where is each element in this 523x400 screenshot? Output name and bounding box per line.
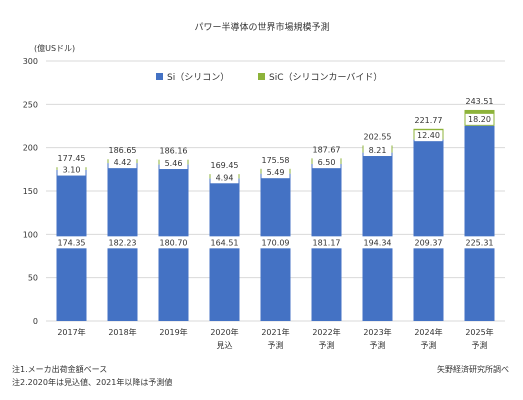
data-label-bg xyxy=(205,236,244,249)
data-label-total: 202.55 xyxy=(364,132,392,141)
chart-title: パワー半導体の世界市場規模予測 xyxy=(194,21,329,33)
data-label-bg xyxy=(103,236,142,249)
note-1: 注1.メーカ出荷金額ベース xyxy=(12,365,108,374)
y-tick-label: 200 xyxy=(23,144,38,153)
y-tick-label: 50 xyxy=(28,274,38,283)
x-tick-label: 2023年 xyxy=(363,327,391,337)
bar-si xyxy=(464,125,495,322)
data-label-si: 181.17 xyxy=(313,238,341,247)
data-label-sic: 5.46 xyxy=(165,159,183,168)
data-label-bg xyxy=(52,236,91,249)
x-tick-sublabel: 予測 xyxy=(319,340,335,350)
data-label-si: 164.51 xyxy=(211,238,239,247)
data-label-bg xyxy=(460,236,499,249)
data-label-si: 225.31 xyxy=(466,238,494,247)
x-tick-label: 2022年 xyxy=(312,327,340,337)
data-label-sic: 12.40 xyxy=(417,131,440,140)
x-tick-label: 2017年 xyxy=(57,327,85,337)
data-label-total: 169.45 xyxy=(211,161,239,170)
y-tick-label: 100 xyxy=(23,230,38,239)
data-label-total: 186.65 xyxy=(109,146,137,155)
y-tick-labels: 0 50 100 150 200 250 300 xyxy=(23,57,38,326)
y-axis-label: (億USドル) xyxy=(34,43,75,53)
legend-swatch-si xyxy=(156,73,163,80)
data-label-total: 187.67 xyxy=(313,145,341,154)
legend: Si（シリコン） SiC（シリコンカーバイド） xyxy=(156,72,382,83)
data-label-si: 194.34 xyxy=(364,238,392,247)
y-tick-label: 250 xyxy=(23,100,38,109)
x-tick-sublabel: 予測 xyxy=(421,340,437,350)
source-credit: 矢野経済研究所調べ xyxy=(437,365,509,374)
data-label-bg xyxy=(358,236,397,249)
data-label-bg xyxy=(210,172,239,184)
data-label-bg xyxy=(307,236,346,249)
data-label-bg xyxy=(154,236,193,249)
data-label-sic: 4.94 xyxy=(216,173,234,182)
bars: 174.35 3.10 177.45 182.23 4.42 186.65 180.70 5.… xyxy=(52,97,499,322)
data-label-bg xyxy=(261,167,290,179)
data-label-sic: 6.50 xyxy=(318,158,336,167)
x-tick-label: 2024年 xyxy=(414,327,442,337)
data-label-total: 177.45 xyxy=(58,154,86,163)
data-label-bg xyxy=(57,164,86,176)
legend-swatch-sic xyxy=(258,73,265,80)
data-label-sic: 3.10 xyxy=(63,166,81,175)
data-label-bg xyxy=(414,130,443,142)
y-tick-label: 300 xyxy=(23,57,38,66)
y-tick-label: 150 xyxy=(23,187,38,196)
x-tick-label: 2020年 xyxy=(210,327,238,337)
x-tick-sublabel: 予測 xyxy=(268,340,284,350)
data-label-bg xyxy=(363,145,392,157)
x-tick-label: 2018年 xyxy=(108,327,136,337)
data-label-si: 174.35 xyxy=(58,238,86,247)
data-label-bg xyxy=(465,113,494,125)
x-tick-sublabel: 見込 xyxy=(217,341,233,350)
x-tick-label: 2021年 xyxy=(261,327,289,337)
data-label-si: 182.23 xyxy=(109,238,137,247)
data-label-total: 243.51 xyxy=(466,97,494,106)
data-label-total: 186.16 xyxy=(160,147,188,156)
x-tick-sublabel: 予測 xyxy=(370,340,386,350)
x-tick-sublabel: 予測 xyxy=(472,340,488,350)
note-2: 注2.2020年は見込値、2021年以降は予測値 xyxy=(12,378,173,387)
data-label-total: 175.58 xyxy=(262,156,290,165)
data-label-bg xyxy=(409,236,448,249)
data-label-sic: 4.42 xyxy=(114,158,132,167)
data-label-sic: 18.20 xyxy=(468,115,491,124)
data-label-si: 180.70 xyxy=(160,238,188,247)
legend-label-sic: SiC（シリコンカーバイド） xyxy=(269,72,382,83)
data-label-sic: 5.49 xyxy=(267,168,285,177)
legend-label-si: Si（シリコン） xyxy=(167,72,229,83)
data-label-bg xyxy=(159,158,188,170)
data-label-sic: 8.21 xyxy=(369,146,387,155)
data-label-bg xyxy=(312,157,341,169)
y-tick-label: 0 xyxy=(33,317,38,326)
data-label-si: 170.09 xyxy=(262,238,290,247)
data-label-bg xyxy=(256,236,295,249)
bar-si xyxy=(413,139,444,321)
data-label-si: 209.37 xyxy=(415,238,443,247)
data-label-bg xyxy=(108,157,137,169)
data-label-total: 221.77 xyxy=(415,116,443,125)
x-tick-label: 2025年 xyxy=(465,327,493,337)
bar-si xyxy=(209,178,240,321)
x-tick-label: 2019年 xyxy=(159,327,187,337)
